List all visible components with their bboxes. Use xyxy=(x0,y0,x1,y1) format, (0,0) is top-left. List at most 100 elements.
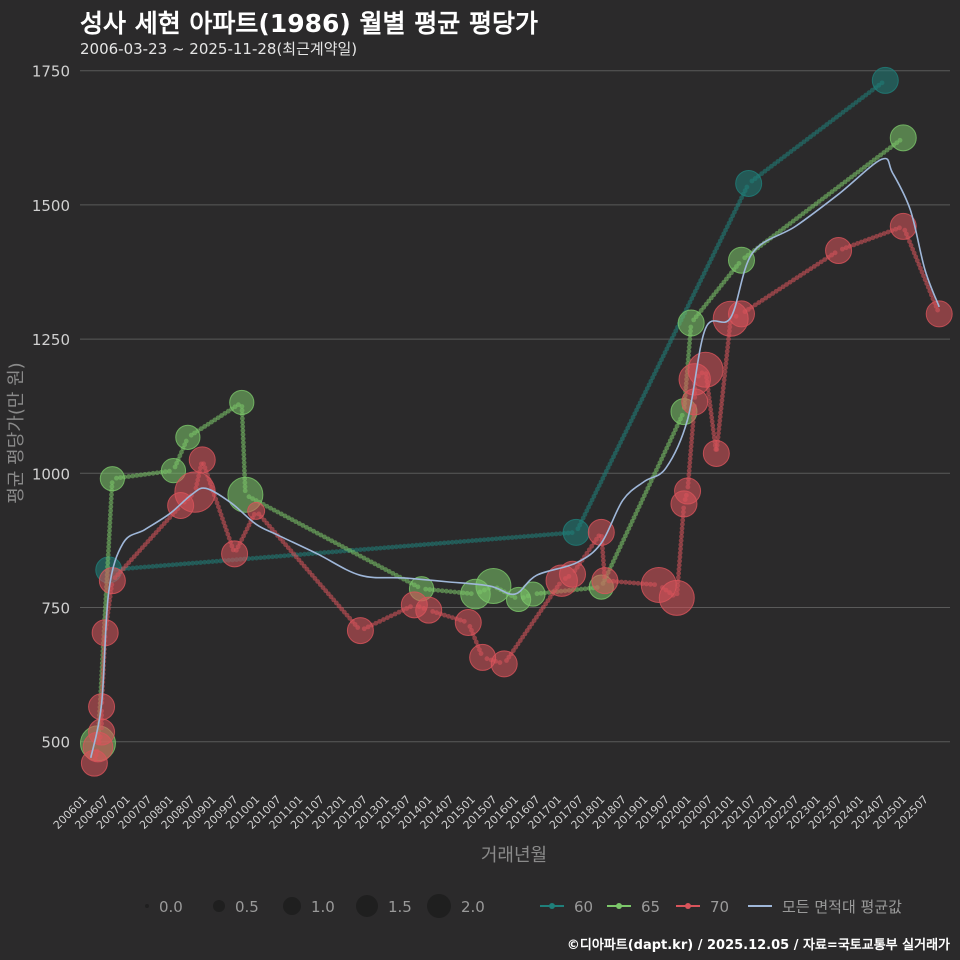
trail-dot xyxy=(686,472,692,478)
legend-swatch-dot xyxy=(549,903,555,909)
trail-dot xyxy=(242,529,248,535)
trail-dot xyxy=(710,427,716,432)
trail-dot xyxy=(632,411,638,417)
trail-dot xyxy=(375,563,381,569)
trail-dot xyxy=(863,92,869,98)
trail-dot xyxy=(655,364,661,370)
trail-dot xyxy=(521,534,527,539)
trail-dot xyxy=(368,559,374,565)
trail-dot xyxy=(282,553,287,559)
data-point xyxy=(591,567,619,595)
y-tick-label: 1750 xyxy=(32,63,70,81)
trail-dot xyxy=(158,563,164,569)
trail-dot xyxy=(690,419,696,425)
trail-dot xyxy=(622,533,628,539)
trail-dot xyxy=(626,526,632,531)
trail-dot xyxy=(808,134,813,140)
trail-dot xyxy=(676,570,682,576)
trail-dot xyxy=(106,540,112,546)
trail-dot xyxy=(600,554,606,559)
trail-dot xyxy=(773,288,779,294)
trail-dot xyxy=(605,465,611,471)
trail-dot xyxy=(664,445,670,451)
trail-dot xyxy=(393,544,399,550)
size-legend-label: 0.5 xyxy=(235,898,259,916)
trail-dot xyxy=(456,590,462,595)
trail-dot xyxy=(206,559,212,565)
trail-dot xyxy=(429,541,435,547)
trail-dot xyxy=(723,361,729,367)
trail-dot xyxy=(241,444,246,450)
trail-dot xyxy=(708,256,714,262)
trail-dot xyxy=(417,542,423,548)
trail-dot xyxy=(770,291,776,296)
trail-dot xyxy=(225,531,231,537)
trail-dot xyxy=(517,534,523,540)
trail-dot xyxy=(525,533,531,539)
data-point xyxy=(88,718,116,746)
trail-dot xyxy=(694,285,700,291)
trail-dot xyxy=(791,277,796,283)
trail-dot xyxy=(385,545,391,550)
trail-dot xyxy=(822,257,828,262)
trail-dot xyxy=(619,436,625,442)
trail-dot xyxy=(708,407,714,412)
x-axis-ticks: 2006012006072007012007072008012008072009… xyxy=(51,793,931,832)
trail-dot xyxy=(241,533,246,539)
trail-dot xyxy=(651,371,657,377)
trail-dot xyxy=(598,479,604,485)
trail-dot xyxy=(298,552,303,557)
trail-dot xyxy=(600,558,606,563)
trail-dot xyxy=(587,501,593,506)
trail-dot xyxy=(433,541,439,546)
trail-dot xyxy=(804,136,810,142)
trail-dot xyxy=(202,559,208,565)
trail-dot xyxy=(720,393,725,399)
trail-dot xyxy=(718,406,724,411)
trail-dot xyxy=(710,423,716,428)
legend-label: 70 xyxy=(710,898,729,916)
trail-dot xyxy=(703,267,709,273)
trail-dot xyxy=(275,509,281,515)
trail-dot xyxy=(107,516,113,522)
trail-dot xyxy=(481,537,487,543)
trail-dot xyxy=(785,151,791,157)
trail-dot xyxy=(687,299,693,305)
trail-dot xyxy=(103,592,109,598)
legend-swatch-dot xyxy=(685,903,691,909)
trail-dot xyxy=(723,365,728,371)
chart-title: 성사 세현 아파트(1986) 월별 평균 평당가 xyxy=(80,9,538,38)
trail-dot xyxy=(241,448,247,454)
trail-dot xyxy=(630,414,636,420)
trail-dot xyxy=(711,431,717,436)
trail-dot xyxy=(446,613,451,619)
trail-dot xyxy=(381,545,387,551)
trail-dot xyxy=(850,102,856,108)
trail-dot xyxy=(666,442,671,447)
trail-dot xyxy=(874,233,880,239)
trail-dot xyxy=(154,563,160,569)
trail-dot xyxy=(667,438,673,444)
trail-dot xyxy=(650,375,656,381)
trail-dot xyxy=(610,559,616,564)
trail-dot xyxy=(162,563,168,568)
trail-dot xyxy=(216,504,221,510)
trail-dot xyxy=(643,389,648,395)
size-legend-label: 1.0 xyxy=(311,898,335,916)
trail-dot xyxy=(811,131,817,137)
trail-dot xyxy=(866,90,872,96)
trail-dot xyxy=(274,554,279,559)
trail-dot xyxy=(689,440,694,445)
trail-dot xyxy=(641,493,647,499)
trail-dot xyxy=(677,554,683,560)
trail-dot xyxy=(239,537,245,542)
trail-dot xyxy=(644,386,650,391)
trail-dot xyxy=(278,553,283,559)
trail-dot xyxy=(240,420,245,425)
trail-dot xyxy=(679,530,685,535)
trail-dot xyxy=(107,528,112,534)
trail-dot xyxy=(612,555,618,561)
trail-dot xyxy=(712,249,718,255)
trail-dot xyxy=(106,532,112,538)
trail-dot xyxy=(752,302,758,308)
